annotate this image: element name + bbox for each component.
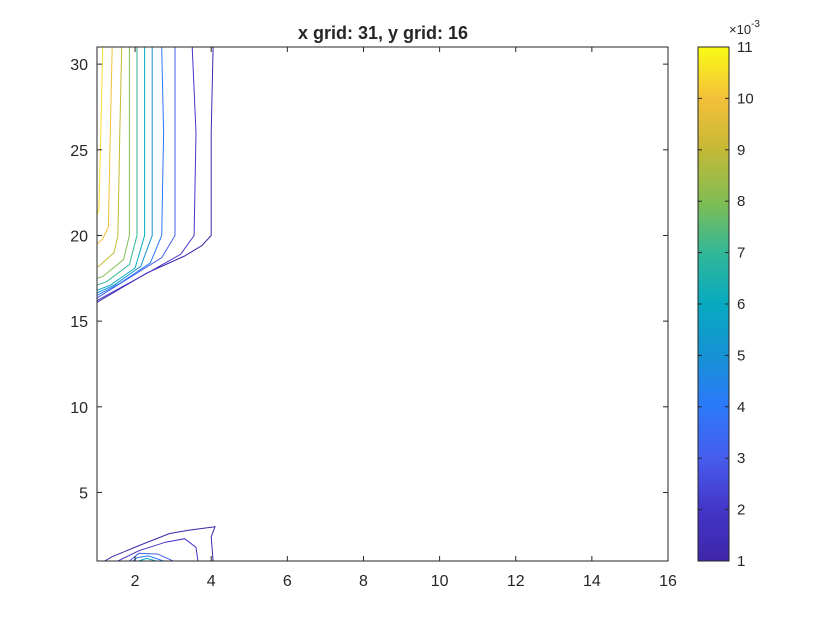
contour-line-level-1 (104, 526, 216, 561)
colorbar-tick-label: 9 (737, 142, 745, 159)
colorbar-tick-label: 3 (737, 450, 745, 467)
colorbar-axis: 1 2 3 4 5 6 7 8 9 10 11 (698, 39, 754, 570)
x-tick-label: 6 (283, 573, 292, 590)
colorbar-exponent-base: ×10 (729, 22, 751, 37)
x-tick-label: 14 (583, 573, 601, 590)
colorbar-tick-label: 2 (737, 502, 745, 519)
contour-line-level-3 (129, 552, 174, 561)
chart-title: x grid: 31, y grid: 16 (298, 23, 468, 43)
x-axis: 2 4 6 8 10 12 14 16 (131, 47, 677, 590)
colorbar-tick-label: 6 (737, 296, 745, 313)
y-tick-label: 15 (70, 314, 88, 331)
colorbar-tick-label: 4 (737, 399, 745, 416)
contour-line-level-5 (97, 47, 153, 294)
y-tick-label: 25 (70, 143, 88, 160)
plot-frame (96, 46, 669, 562)
y-tick-label: 30 (70, 57, 88, 74)
colorbar-exponent: ×10-3 (729, 19, 760, 37)
x-tick-label: 10 (431, 573, 449, 590)
colorbar (697, 46, 730, 562)
contour-line-level-11 (97, 47, 104, 216)
x-tick-label: 12 (507, 573, 525, 590)
contour-line-level-3 (97, 47, 176, 299)
contour-line-level-9 (97, 47, 123, 267)
contour-line-level-6 (97, 47, 146, 291)
x-tick-label: 8 (359, 573, 368, 590)
colorbar-tick-label: 10 (737, 90, 754, 107)
contour-line-level-2 (117, 538, 199, 561)
plot-area (97, 47, 668, 561)
x-tick-label: 2 (131, 573, 140, 590)
contour-line-level-7 (97, 47, 138, 286)
y-axis: 5 10 15 20 25 30 (70, 57, 668, 502)
colorbar-tick-label: 11 (737, 39, 753, 56)
colorbar-tick-label: 7 (737, 245, 745, 262)
contour-line-level-4 (97, 47, 165, 296)
x-tick-label: 4 (207, 573, 216, 590)
y-tick-label: 20 (70, 228, 88, 245)
contour-line-level-10 (97, 47, 113, 245)
x-tick-label: 16 (659, 573, 677, 590)
contour-line-level-8 (97, 47, 130, 279)
y-tick-label: 10 (70, 400, 88, 417)
colorbar-exponent-power: -3 (751, 19, 760, 30)
contour-line-level-2 (97, 47, 197, 302)
colorbar-tick-label: 5 (737, 347, 745, 364)
contour-lines (97, 47, 216, 561)
contour-line-level-5 (138, 557, 157, 561)
colorbar-tick-label: 1 (737, 553, 745, 570)
colorbar-tick-label: 8 (737, 193, 745, 210)
y-tick-label: 5 (79, 485, 88, 502)
